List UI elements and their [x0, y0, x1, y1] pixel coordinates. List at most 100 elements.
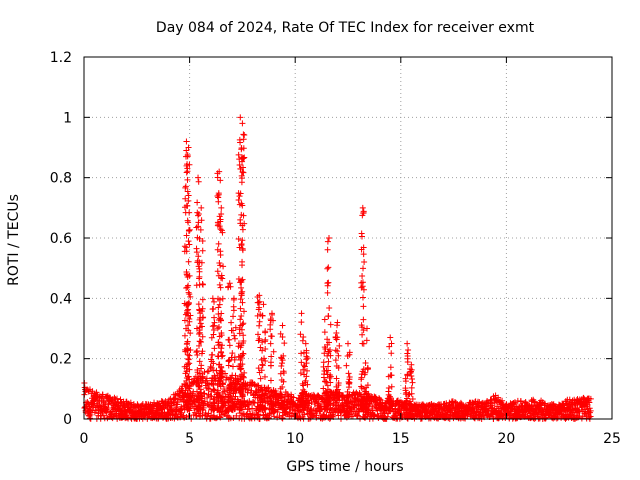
x-axis-label: GPS time / hours — [286, 459, 403, 475]
data-point — [182, 183, 189, 190]
data-point — [183, 138, 190, 145]
x-tick-label: 5 — [185, 431, 194, 447]
data-point — [196, 331, 203, 338]
data-point — [195, 223, 202, 230]
data-point — [199, 400, 206, 407]
data-point — [327, 379, 334, 386]
data-point — [587, 395, 594, 402]
data-point — [325, 386, 332, 393]
data-point — [210, 305, 217, 312]
data-point — [235, 236, 242, 243]
data-point — [267, 317, 274, 324]
data-point — [409, 379, 416, 386]
data-point — [194, 199, 201, 206]
data-point — [262, 399, 269, 406]
data-point — [360, 303, 367, 310]
data-point — [336, 342, 343, 349]
data-point — [183, 347, 190, 354]
data-point — [208, 352, 215, 359]
data-point — [270, 394, 277, 401]
data-point — [248, 387, 255, 394]
data-point — [385, 384, 392, 391]
data-point — [303, 356, 310, 363]
data-point — [296, 402, 303, 409]
data-point — [240, 332, 247, 339]
data-point — [238, 326, 245, 333]
data-point — [267, 321, 274, 328]
data-point — [187, 293, 194, 300]
data-point — [183, 169, 190, 176]
data-point — [321, 403, 328, 410]
data-point — [216, 394, 223, 401]
data-point — [185, 258, 192, 265]
data-point — [364, 395, 371, 402]
data-point — [409, 396, 416, 403]
data-point — [327, 371, 334, 378]
data-point — [278, 403, 285, 410]
data-point — [91, 396, 98, 403]
data-point — [226, 382, 233, 389]
data-point — [230, 400, 237, 407]
x-tick-label: 15 — [392, 431, 410, 447]
data-point — [335, 406, 342, 413]
data-point — [244, 406, 251, 413]
y-axis-label: ROTI / TECUs — [6, 194, 22, 286]
data-point — [536, 414, 543, 421]
data-point — [210, 322, 217, 329]
data-point — [258, 395, 265, 402]
data-point — [370, 411, 377, 418]
data-point — [210, 360, 217, 367]
data-point — [185, 306, 192, 313]
data-point — [259, 339, 266, 346]
data-point — [217, 262, 224, 269]
data-point — [408, 361, 415, 368]
data-point — [320, 392, 327, 399]
data-point — [300, 395, 307, 402]
data-point — [217, 248, 224, 255]
data-point — [327, 405, 334, 412]
y-tick-label: 1.2 — [50, 50, 72, 66]
data-point — [268, 310, 275, 317]
data-point — [219, 275, 226, 282]
data-point — [239, 168, 246, 175]
data-point — [216, 223, 223, 230]
data-point — [195, 301, 202, 308]
y-tick-label: 0.6 — [50, 231, 72, 247]
x-tick-label: 25 — [603, 431, 621, 447]
data-point — [334, 386, 341, 393]
data-point — [325, 358, 332, 365]
data-point — [320, 385, 327, 392]
data-point — [280, 378, 287, 385]
data-point — [196, 235, 203, 242]
data-point — [237, 406, 244, 413]
data-point — [237, 383, 244, 390]
data-point — [217, 315, 224, 322]
data-points — [81, 114, 594, 422]
data-point — [345, 370, 352, 377]
data-point — [326, 374, 333, 381]
data-point — [225, 362, 232, 369]
data-point — [408, 373, 415, 380]
data-point — [290, 394, 297, 401]
data-point — [208, 334, 215, 341]
data-point — [320, 374, 327, 381]
data-point — [220, 263, 227, 270]
data-point — [297, 331, 304, 338]
data-point — [293, 403, 300, 410]
data-point — [209, 295, 216, 302]
data-point — [345, 340, 351, 347]
data-point — [257, 344, 264, 351]
data-point — [238, 179, 245, 186]
data-point — [216, 296, 223, 303]
data-point — [238, 312, 245, 319]
data-point — [418, 415, 425, 422]
data-point — [196, 259, 203, 266]
data-point — [214, 390, 221, 397]
data-point — [359, 294, 366, 301]
data-point — [197, 310, 204, 317]
data-point — [236, 161, 243, 168]
data-point — [183, 202, 190, 209]
data-point — [359, 273, 366, 280]
data-point — [185, 289, 192, 296]
data-point — [364, 325, 371, 332]
